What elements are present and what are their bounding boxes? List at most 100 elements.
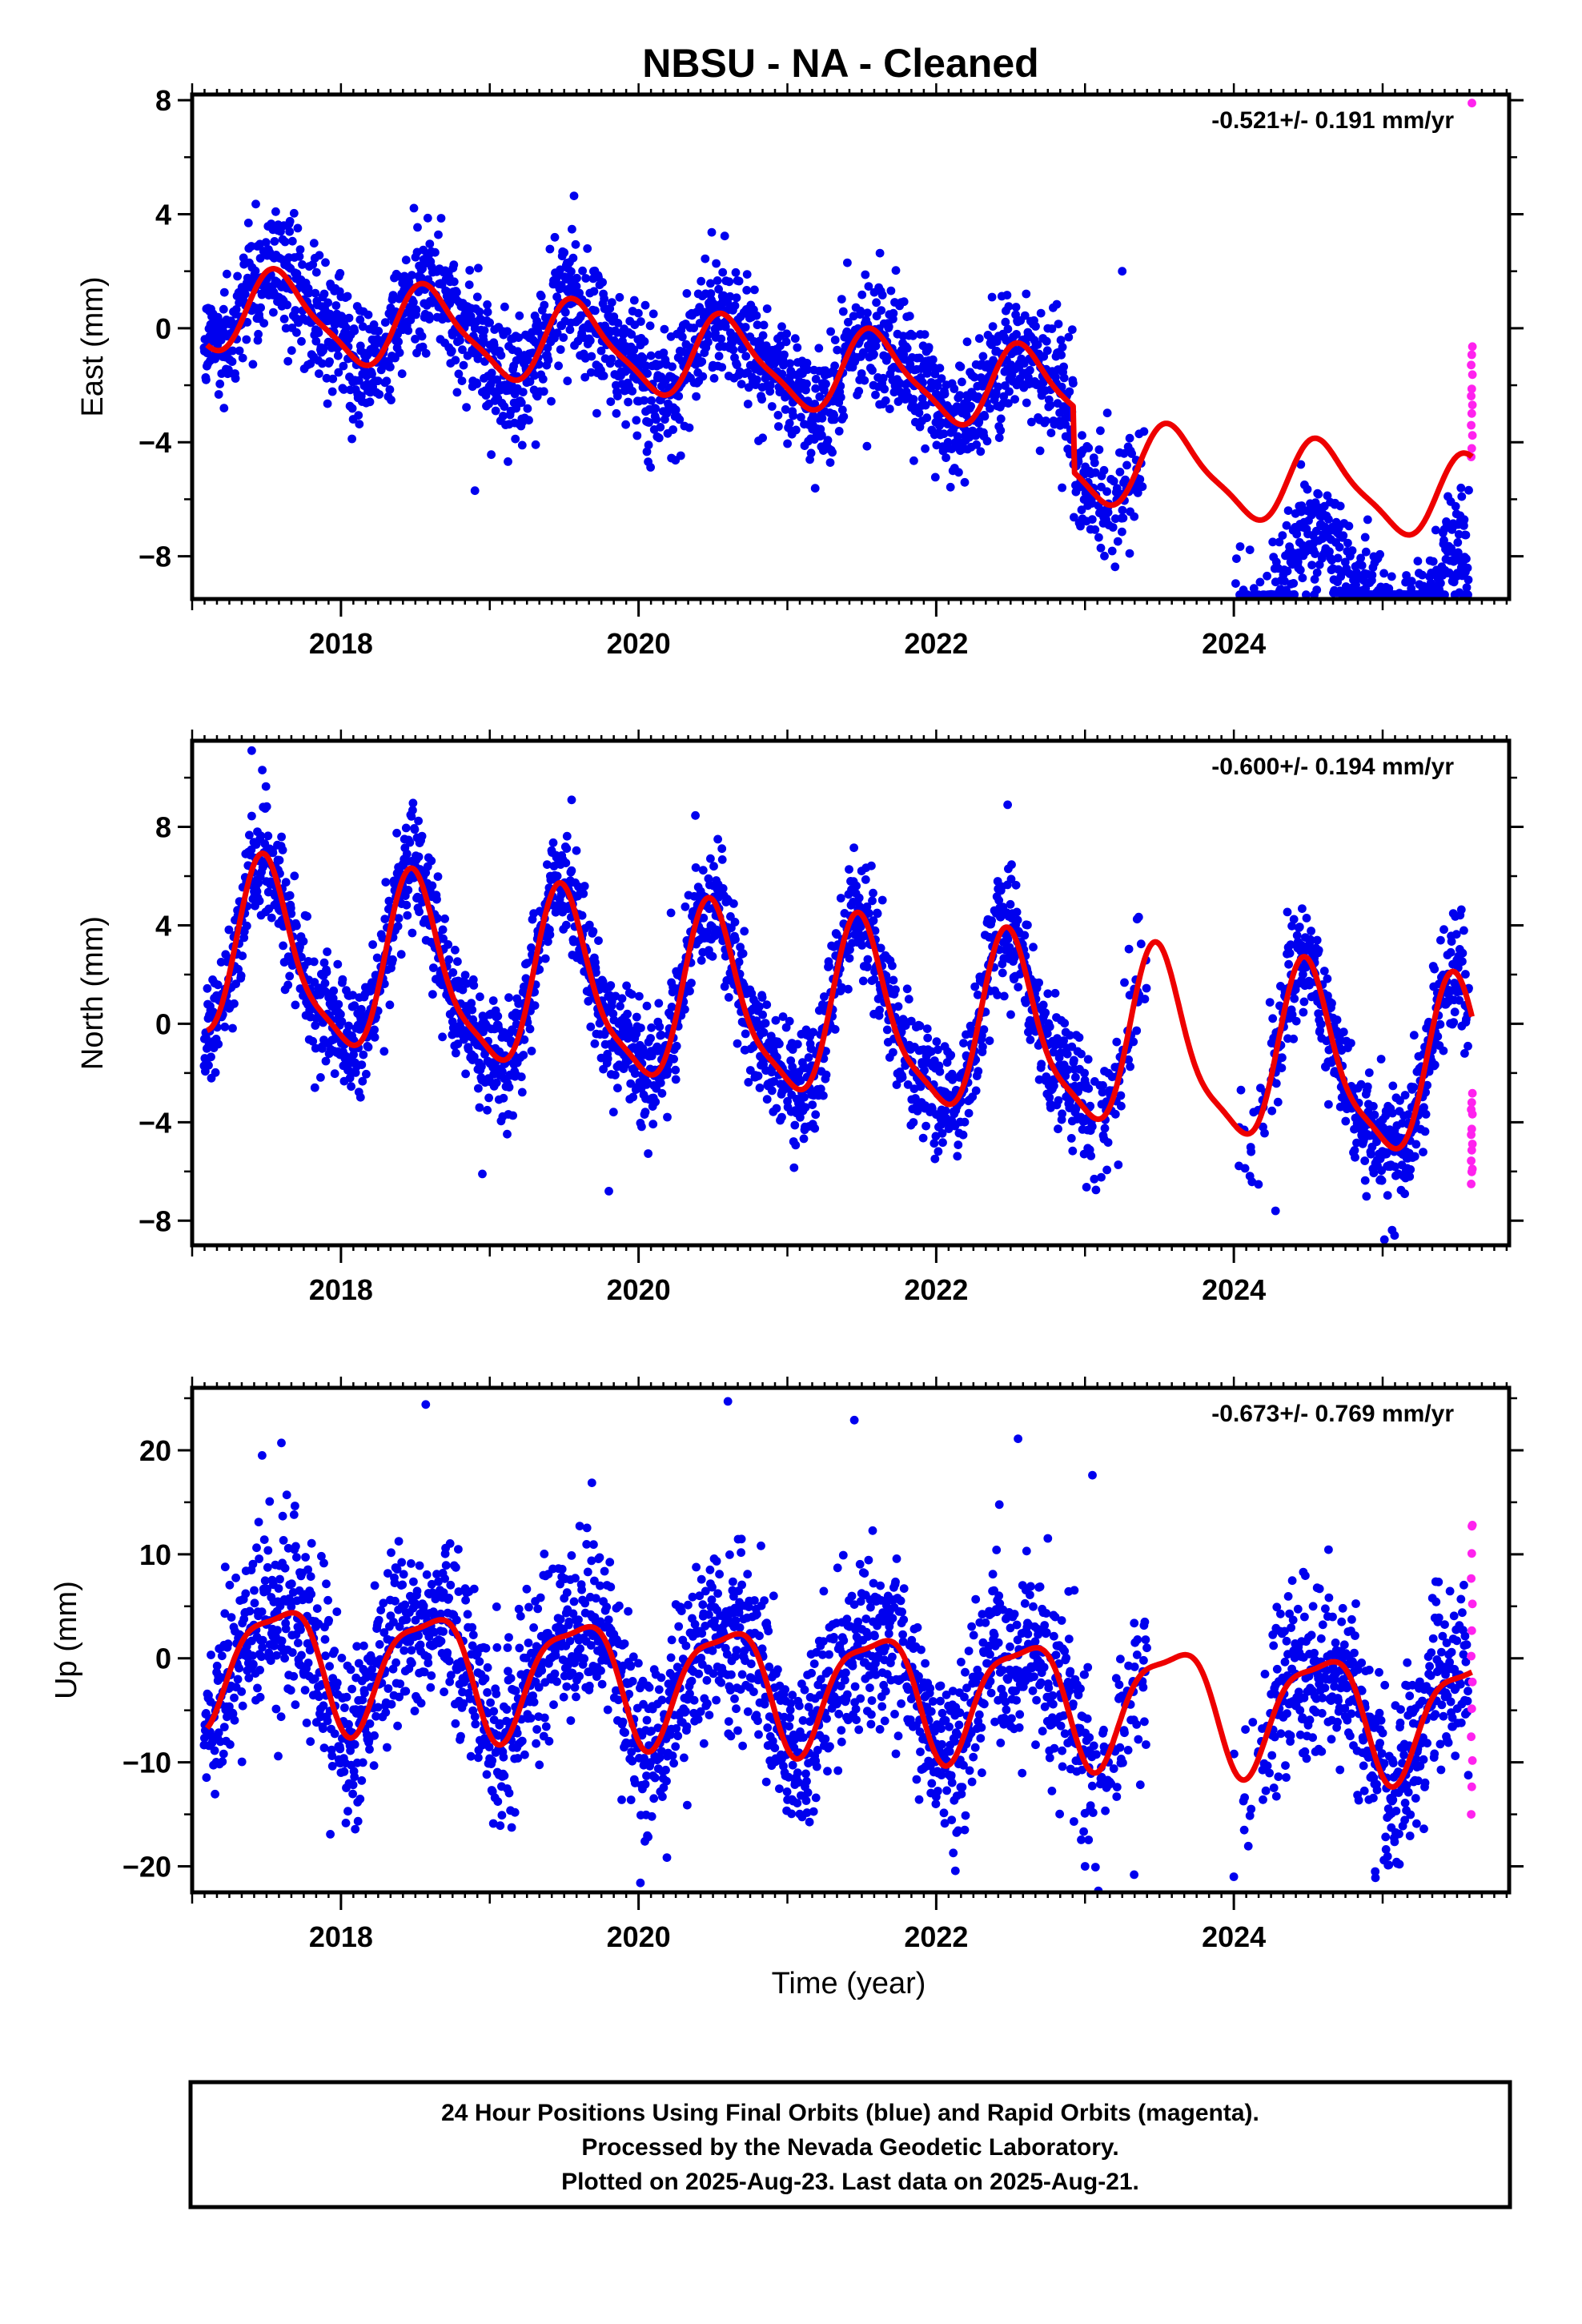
east-data-point <box>248 360 258 369</box>
east-data-point <box>836 392 845 402</box>
east-data-point <box>1055 408 1064 417</box>
east-data-point <box>568 253 578 263</box>
north-data-point <box>734 957 744 967</box>
east-data-point <box>1463 563 1472 573</box>
east-data-point <box>868 366 877 375</box>
north-data-point <box>892 1080 901 1089</box>
north-data-point <box>867 861 876 870</box>
east-data-point <box>857 369 866 378</box>
east-data-point <box>202 375 211 384</box>
north-data-point <box>493 1011 503 1021</box>
east-data-point <box>251 266 260 275</box>
east-data-point <box>417 332 427 341</box>
east-data-point <box>791 425 801 435</box>
north-data-point <box>336 1010 345 1019</box>
east-data-point <box>408 271 416 279</box>
east-data-point <box>283 300 292 310</box>
north-data-point <box>1068 1146 1078 1156</box>
east-data-point <box>1235 542 1245 551</box>
north-data-point <box>216 958 226 967</box>
north-data-point <box>773 1052 781 1062</box>
east-data-point <box>962 426 970 436</box>
north-data-point <box>461 1069 470 1079</box>
east-data-point <box>504 457 512 466</box>
east-data-point <box>1026 365 1034 375</box>
east-data-point <box>725 277 734 287</box>
north-data-point <box>230 999 239 1008</box>
east-data-point <box>1108 523 1118 532</box>
north-data-point <box>606 981 616 990</box>
east-data-point <box>1118 513 1128 523</box>
east-data-point <box>1323 491 1332 501</box>
east-data-point <box>823 436 833 445</box>
east-data-point <box>538 375 548 384</box>
east-data-point <box>1115 468 1125 476</box>
east-data-point <box>761 341 771 351</box>
east-data-point <box>750 285 759 295</box>
east-data-point <box>309 239 319 248</box>
north-data-point <box>363 1043 373 1051</box>
east-data-point <box>335 268 345 278</box>
east-data-point <box>1076 521 1085 531</box>
north-data-point <box>762 1000 772 1009</box>
east-data-point <box>517 440 527 450</box>
north-data-point <box>439 934 448 943</box>
east-data-point <box>292 328 301 337</box>
east-data-point <box>864 282 873 291</box>
north-data-point <box>761 1019 770 1028</box>
east-data-point <box>256 303 265 312</box>
east-data-point <box>731 267 741 277</box>
east-data-points <box>199 99 1477 599</box>
east-data-point <box>1280 577 1289 586</box>
north-data-point <box>836 894 845 903</box>
east-data-point <box>1347 546 1357 555</box>
east-data-point <box>515 311 524 320</box>
east-x-tick-label: 2020 <box>607 627 671 660</box>
east-data-point <box>861 270 870 279</box>
north-data-point <box>657 1088 667 1098</box>
east-data-point <box>648 309 658 319</box>
east-data-point <box>243 318 252 327</box>
east-data-point <box>837 405 847 415</box>
north-data-point <box>309 957 319 967</box>
north-data-point <box>231 979 240 988</box>
north-data-point <box>1045 1022 1054 1031</box>
east-data-point <box>339 385 348 394</box>
east-data-point <box>675 415 685 424</box>
north-data-point <box>287 909 296 919</box>
north-data-point <box>311 1021 320 1030</box>
east-data-point <box>917 394 927 404</box>
east-data-point <box>817 413 827 423</box>
east-data-point <box>636 317 645 326</box>
east-rapid-point <box>1467 408 1476 418</box>
east-data-point <box>339 361 348 371</box>
north-data-point <box>590 1039 600 1048</box>
north-data-point <box>671 1075 681 1084</box>
east-data-point <box>884 322 893 332</box>
north-data-point <box>938 1138 947 1148</box>
east-data-point <box>253 336 263 345</box>
north-data-point <box>214 1039 223 1049</box>
east-data-point <box>682 289 692 298</box>
north-data-point <box>316 1073 325 1082</box>
north-data-point <box>762 1095 772 1104</box>
east-data-point <box>1119 448 1129 458</box>
east-rapid-point <box>1468 99 1476 108</box>
east-data-point <box>1462 554 1471 564</box>
east-data-point <box>259 319 269 328</box>
east-data-point <box>644 440 653 450</box>
north-data-point <box>1006 1010 1015 1019</box>
north-data-point <box>775 1039 784 1048</box>
north-data-point <box>790 1120 800 1130</box>
north-data-point <box>469 981 479 990</box>
north-data-point <box>1063 1065 1073 1075</box>
east-data-point <box>556 345 565 354</box>
east-data-point <box>203 348 212 358</box>
north-data-point <box>347 1082 355 1092</box>
east-data-point <box>511 434 520 444</box>
east-data-point <box>1139 427 1149 436</box>
east-data-point <box>530 371 539 380</box>
north-data-point <box>440 914 449 923</box>
north-data-point <box>592 968 600 977</box>
north-data-point <box>862 902 872 911</box>
